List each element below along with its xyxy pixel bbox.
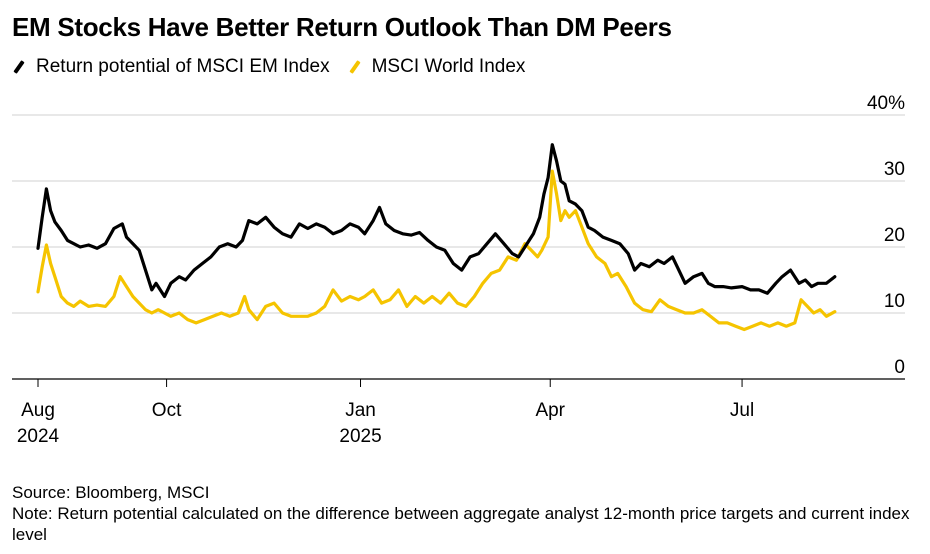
y-tick-label-40: 40% — [867, 93, 905, 114]
y-tick-label-10: 10 — [884, 291, 905, 312]
x-tick-label-apr: Apr — [535, 400, 565, 421]
legend-label-em: Return potential of MSCI EM Index — [36, 56, 330, 77]
x-tick-label-jan: Jan — [345, 400, 376, 421]
legend-swatch-world — [348, 60, 361, 74]
footer: Source: Bloomberg, MSCI Note: Return pot… — [12, 482, 927, 545]
series-line-world — [36, 169, 837, 332]
x-tick-year-2025: 2025 — [339, 426, 381, 447]
legend-item-em: Return potential of MSCI EM Index — [12, 56, 330, 78]
y-tick-label-0: 0 — [894, 357, 905, 378]
series-line-em — [36, 143, 837, 299]
chart-title: EM Stocks Have Better Return Outlook Tha… — [12, 12, 672, 42]
x-tick-label-oct: Oct — [152, 400, 182, 421]
legend: Return potential of MSCI EM Index MSCI W… — [12, 56, 543, 78]
line-chart: 0 10 20 30 40% Aug 2024 Oct Jan 2025 Apr Jul — [12, 93, 905, 447]
legend-swatch-em — [13, 60, 25, 74]
source-text: Source: Bloomberg, MSCI — [12, 483, 210, 502]
x-tick-label-jul: Jul — [730, 400, 754, 421]
x-tick-label-aug: Aug — [21, 400, 55, 421]
note-text: Note: Return potential calculated on the… — [12, 504, 910, 544]
legend-label-world: MSCI World Index — [371, 56, 526, 77]
legend-item-world: MSCI World Index — [348, 56, 526, 78]
y-tick-label-20: 20 — [884, 225, 905, 246]
y-tick-label-30: 30 — [884, 159, 905, 180]
x-tick-year-2024: 2024 — [17, 426, 60, 447]
